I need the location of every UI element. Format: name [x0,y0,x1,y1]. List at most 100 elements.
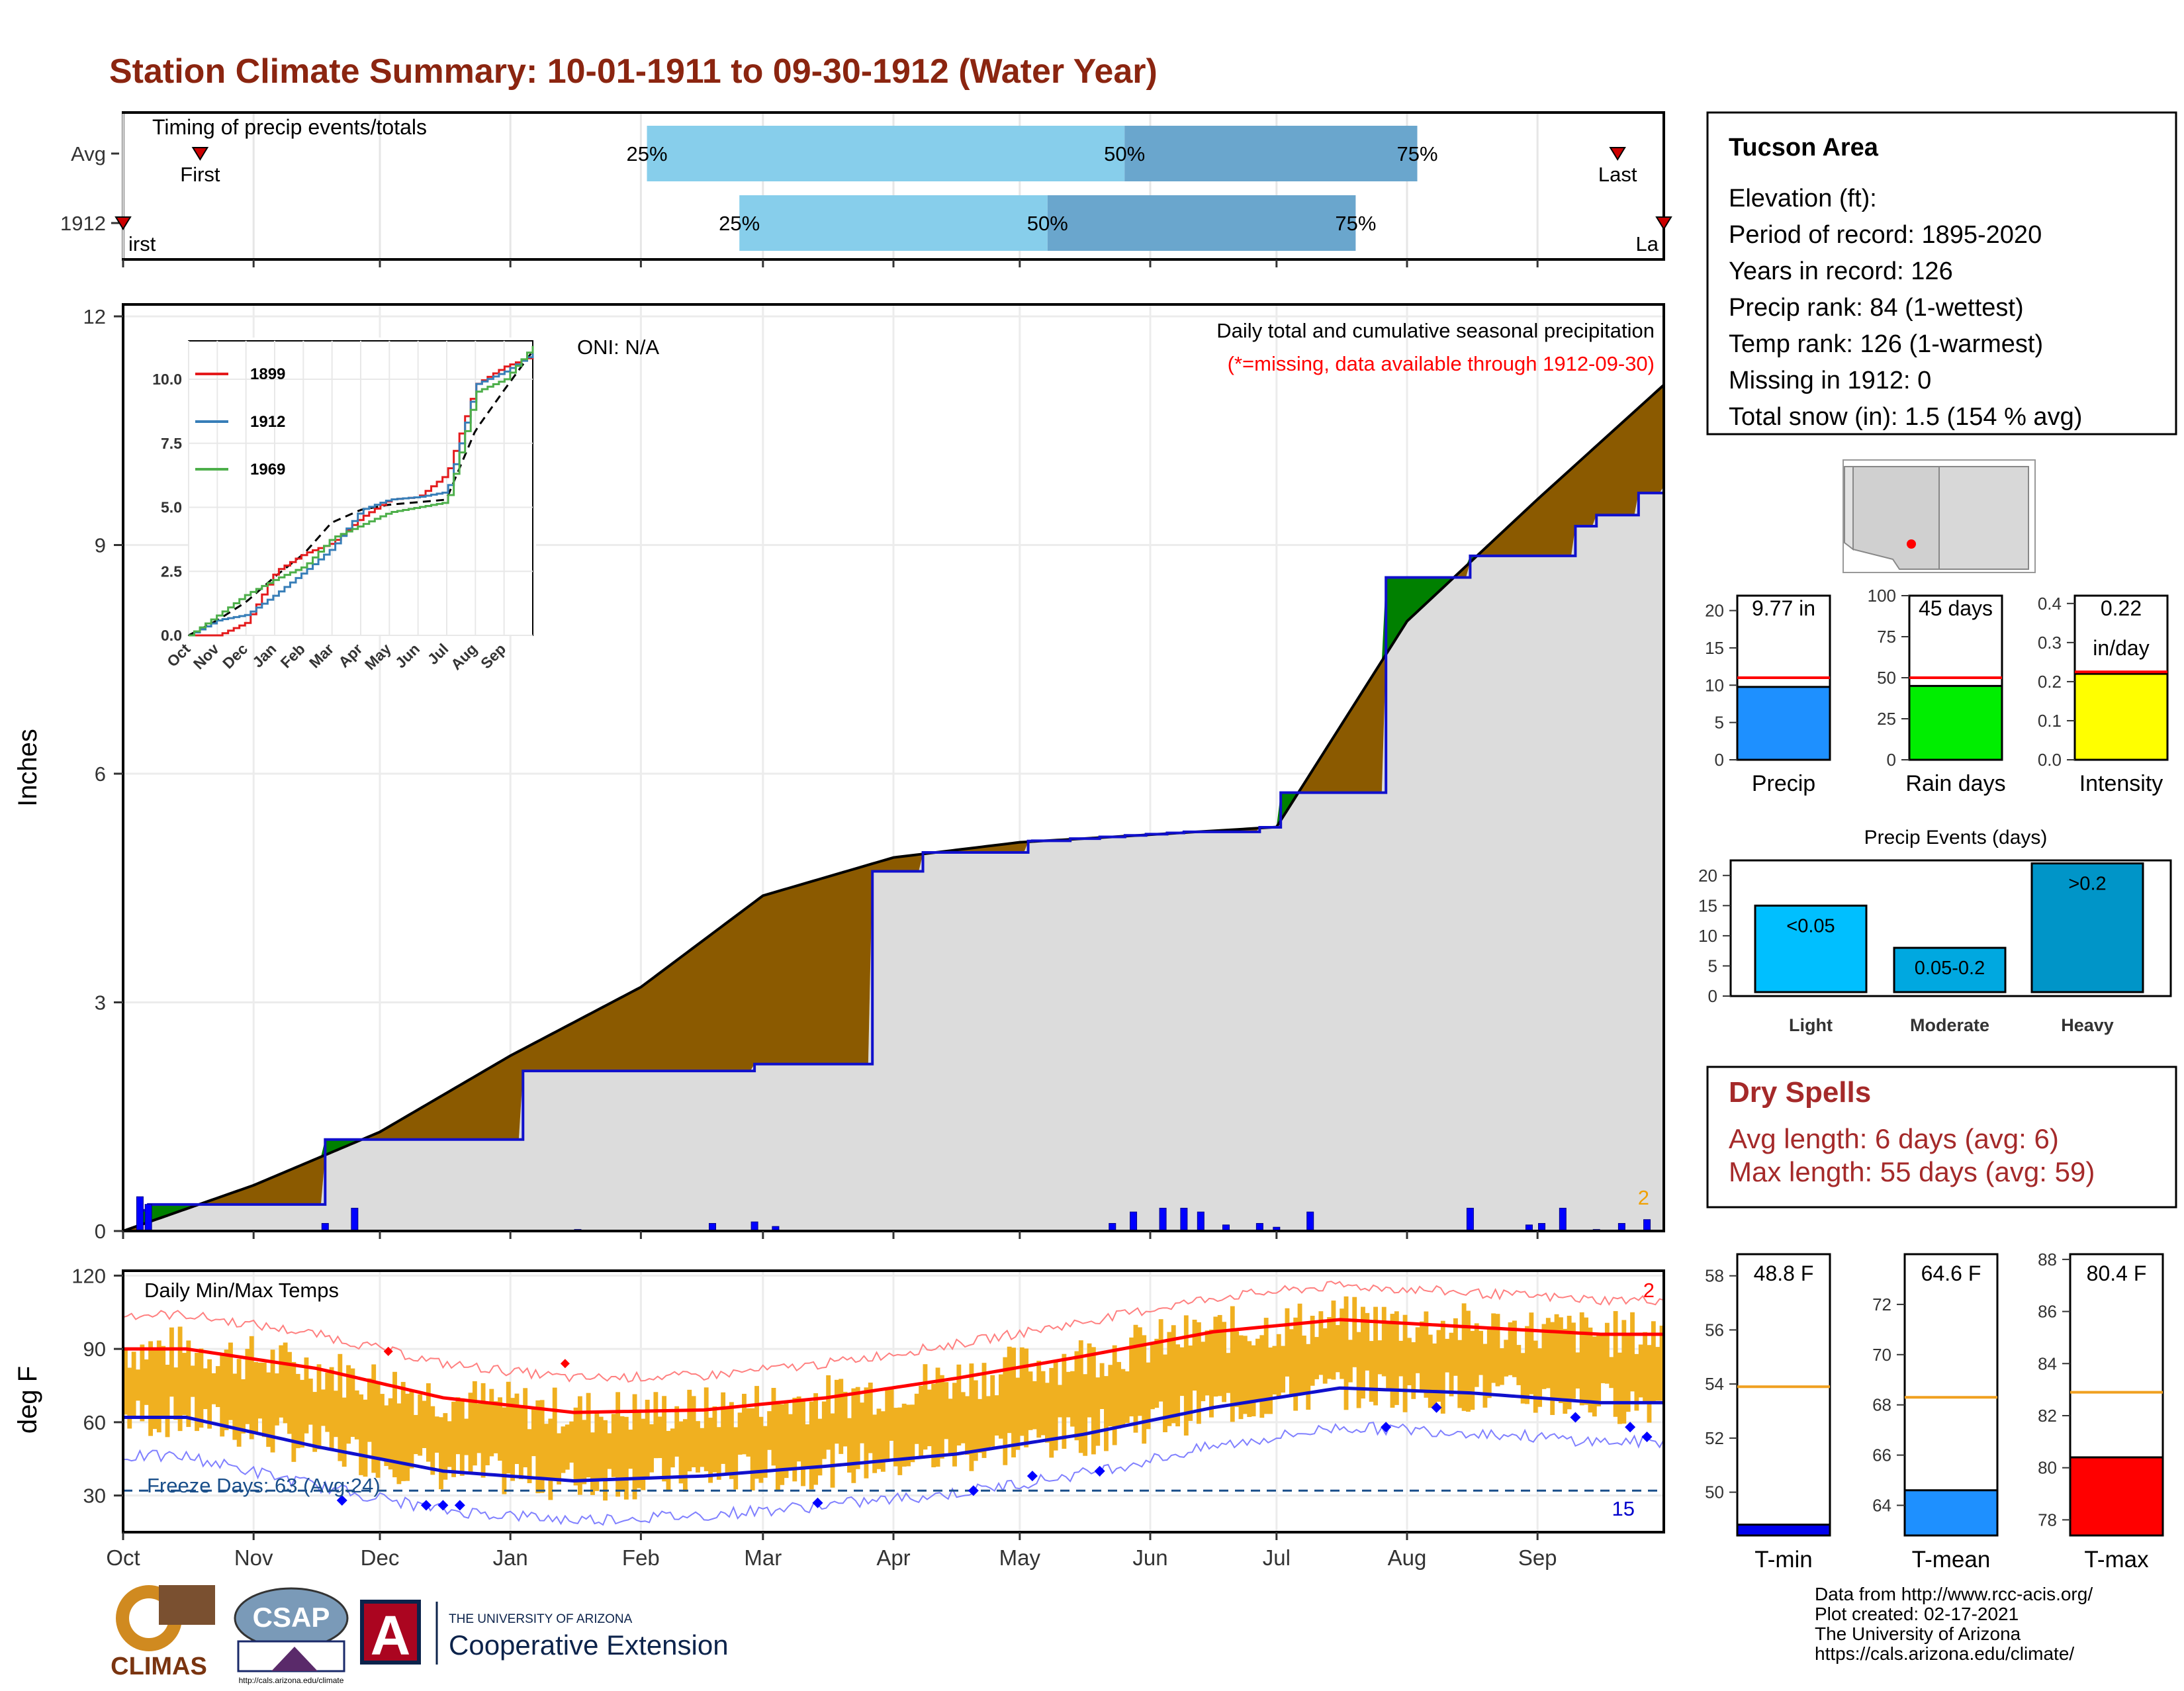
daily-temp-range-bar [830,1413,835,1488]
page-title: Station Climate Summary: 10-01-1911 to 0… [109,52,1158,91]
daily-temp-range-bar [897,1407,903,1475]
station-info-line: Elevation (ft): [1729,185,1877,212]
footer-line: Plot created: 02-17-2021 [1815,1604,2019,1624]
daily-temp-range-bar [1579,1312,1584,1406]
daily-temp-range-bar [607,1433,612,1469]
daily-temp-range-bar [1625,1336,1631,1412]
daily-temp-range-bar [1621,1320,1627,1424]
first-event-label: irst [128,232,156,255]
record-low-marker [1026,1471,1038,1482]
temp-stat-value-bar [1903,1489,1999,1537]
daily-temp-range-bar [1201,1342,1206,1402]
daily-temp-range-bar [1638,1344,1643,1398]
temp-panel-label: Daily Min/Max Temps [144,1279,339,1302]
temp-stat-y-tick-label: 68 [1872,1395,1891,1415]
temp-stat-category-label: T-mean [1912,1547,1991,1573]
daily-temp-range-bar [1015,1377,1021,1450]
daily-temp-range-bar [687,1389,692,1472]
daily-temp-range-bar [1314,1337,1319,1379]
daily-temp-range-bar [742,1393,747,1455]
stat-y-tick-label: 0.3 [2038,633,2062,653]
precip-y-tick-label: 12 [83,305,106,328]
daily-temp-range-bar [215,1366,220,1407]
daily-temp-range-bar [868,1383,873,1453]
daily-temp-range-bar [696,1421,700,1473]
daily-temp-range-bar [161,1346,166,1418]
daily-temp-range-bar [1479,1330,1483,1375]
daily-temp-range-bar [1154,1338,1160,1408]
daily-temp-range-bar [1242,1336,1248,1414]
stat-y-tick-label: 0 [1715,750,1724,770]
daily-temp-range-bar [619,1416,625,1492]
daily-temp-range-bar [893,1408,898,1467]
daily-temp-range-bar [826,1375,831,1450]
daily-temp-range-bar [211,1373,216,1404]
daily-temp-range-bar [136,1369,140,1401]
temp-y-tick-label: 60 [83,1411,106,1434]
temp-stat-y-tick-label: 66 [1872,1445,1891,1465]
daily-temp-range-bar [746,1408,751,1457]
daily-temp-range-bar [1499,1348,1504,1385]
daily-temp-range-bar [590,1432,595,1495]
dry-spells-box: Dry Spells Avg length: 6 days (avg: 6) M… [1706,1066,2177,1209]
daily-precip-bar [1130,1211,1138,1232]
daily-temp-range-bar [1129,1337,1134,1417]
daily-temp-range-bar [1609,1357,1614,1389]
daily-temp-range-bar [809,1401,814,1490]
month-x-tick-label: Nov [234,1545,273,1570]
daily-temp-range-bar [1040,1371,1046,1436]
daily-temp-range-bar [939,1375,944,1459]
daily-temp-range-bar [1659,1325,1664,1401]
record-low-marker [1625,1422,1636,1433]
dry-spells-avg: Avg length: 6 days (avg: 6) [1729,1123,2059,1154]
daily-temp-range-bar [1495,1314,1500,1387]
daily-temp-range-bar [1301,1335,1306,1395]
daily-precip-bar [144,1204,152,1232]
temp-stat-category-label: T-min [1754,1547,1813,1573]
inset-legend-label: 1969 [250,461,285,479]
daily-temp-range-bar [523,1388,528,1468]
daily-temp-range-bar [615,1392,621,1497]
stat-bar-chart-intensity: 0.0 0.1 0.2 0.3 0.4 0.22 in/day Intensity [2038,594,2169,796]
daily-temp-range-bar [1356,1332,1361,1408]
stat-category-label: Precip [1752,771,1815,796]
daily-temp-range-bar [1019,1347,1024,1436]
temp-panel: 30 60 90 120 deg F Daily Min/Max Temps 2 15… [13,1264,1665,1570]
daily-temp-range-bar [994,1395,999,1436]
daily-temp-range-bar [956,1364,962,1446]
daily-temp-range-bar [329,1367,334,1451]
daily-temp-range-bar [594,1412,600,1491]
daily-temp-range-bar [973,1380,978,1461]
daily-temp-range-bar [860,1402,864,1443]
daily-temp-range-bar [367,1378,372,1442]
daily-temp-range-bar [611,1414,616,1477]
daily-temp-range-bar [565,1424,570,1470]
daily-temp-range-bar [409,1391,414,1469]
precip-events-chart: Precip Events (days) 0 5 10 15 20 <0.05 Light 0… [1698,827,2172,1035]
daily-temp-range-bar [1255,1338,1260,1402]
daily-temp-range-bar [350,1368,355,1438]
daily-temp-range-bar [1550,1322,1555,1415]
daily-temp-range-bar [1604,1322,1610,1384]
daily-temp-range-bar [502,1407,507,1494]
daily-temp-range-bar [1074,1351,1079,1441]
inset-y-tick-label: 7.5 [161,435,182,452]
daily-temp-range-bar [1567,1316,1572,1410]
daily-temp-range-bar [1217,1314,1222,1396]
daily-temp-range-bar [1428,1334,1433,1408]
daily-temp-range-bar [1424,1311,1429,1398]
record-low-marker [336,1495,347,1506]
daily-temp-range-bar [872,1414,878,1473]
daily-temp-range-bar [1558,1317,1563,1403]
stat-value-label: 9.77 in [1752,596,1815,620]
last-event-marker [1655,216,1672,230]
temp-y-tick-label: 120 [71,1264,106,1287]
daily-temp-range-bar [477,1403,482,1453]
stat-value-label: 45 days [1919,596,1993,620]
daily-temp-range-bar [1436,1330,1441,1402]
csap-logo: CSAP http://cals.arizona.edu/climate [234,1587,349,1685]
daily-precip-bar [1159,1207,1167,1232]
daily-temp-range-bar [700,1428,705,1467]
daily-temp-range-bar [140,1344,145,1422]
